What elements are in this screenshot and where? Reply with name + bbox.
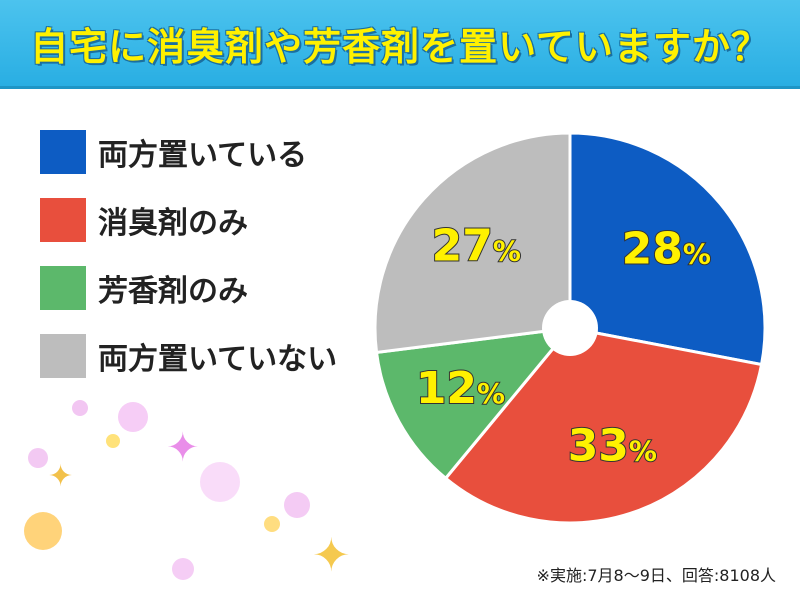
legend-swatch-neither bbox=[40, 334, 86, 378]
legend-swatch-deodorant-only bbox=[40, 198, 86, 242]
decor-bubble bbox=[28, 448, 48, 468]
legend-label-fragrance-only: 芳香剤のみ bbox=[98, 274, 248, 309]
slice-label-fragrance-only: 12% bbox=[416, 363, 505, 414]
legend-label-neither: 両方置いていない bbox=[98, 342, 338, 377]
pie-slice-neither bbox=[373, 131, 572, 355]
legend-label-both: 両方置いている bbox=[98, 138, 308, 173]
legend-swatch-both bbox=[40, 130, 86, 174]
pie-center-hole bbox=[542, 300, 598, 356]
decor-bubble bbox=[200, 462, 240, 502]
pie-slice-both bbox=[568, 131, 767, 367]
decor-bubble bbox=[118, 402, 148, 432]
decor-bubble bbox=[172, 558, 194, 580]
sparkle-icon: ✦ bbox=[166, 425, 200, 471]
sparkle-icon: ✦ bbox=[312, 528, 351, 582]
pie-slice-deodorant-only bbox=[443, 326, 764, 525]
legend: 両方置いている 消臭剤のみ 芳香剤のみ 両方置いていない bbox=[40, 118, 337, 390]
decor-bubble bbox=[72, 400, 88, 416]
decor-bubble bbox=[106, 434, 120, 448]
legend-item-neither: 両方置いていない bbox=[40, 322, 337, 390]
title-banner: 自宅に消臭剤や芳香剤を置いていますか？ bbox=[0, 0, 800, 86]
decor-bubble bbox=[24, 512, 62, 550]
sparkle-icon: ✦ bbox=[48, 459, 74, 494]
decor-bubble bbox=[284, 492, 310, 518]
pie-chart: 28%33%12%27% bbox=[373, 131, 767, 525]
legend-item-deodorant-only: 消臭剤のみ bbox=[40, 186, 337, 254]
chart-title: 自宅に消臭剤や芳香剤を置いていますか？ bbox=[30, 24, 770, 69]
legend-swatch-fragrance-only bbox=[40, 266, 86, 310]
decor-bubble bbox=[264, 516, 280, 532]
legend-item-both: 両方置いている bbox=[40, 118, 337, 186]
footnote: ※実施:7月8～9日、回答:8108人 bbox=[536, 566, 776, 585]
legend-label-deodorant-only: 消臭剤のみ bbox=[98, 206, 248, 241]
pie-slice-fragrance-only bbox=[374, 326, 574, 481]
legend-item-fragrance-only: 芳香剤のみ bbox=[40, 254, 337, 322]
